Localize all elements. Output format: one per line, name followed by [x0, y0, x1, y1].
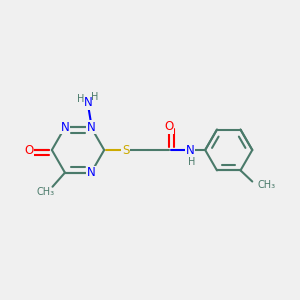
Text: H: H: [188, 158, 195, 167]
Text: N: N: [87, 121, 95, 134]
Text: O: O: [164, 120, 174, 133]
Text: N: N: [186, 143, 195, 157]
Text: N: N: [84, 96, 93, 109]
Text: S: S: [122, 143, 129, 157]
Text: CH₃: CH₃: [37, 187, 55, 197]
Text: H: H: [91, 92, 99, 102]
Text: O: O: [24, 143, 34, 157]
Text: H: H: [76, 94, 84, 103]
Text: N: N: [87, 166, 95, 179]
Text: N: N: [61, 121, 69, 134]
Text: CH₃: CH₃: [257, 180, 276, 190]
